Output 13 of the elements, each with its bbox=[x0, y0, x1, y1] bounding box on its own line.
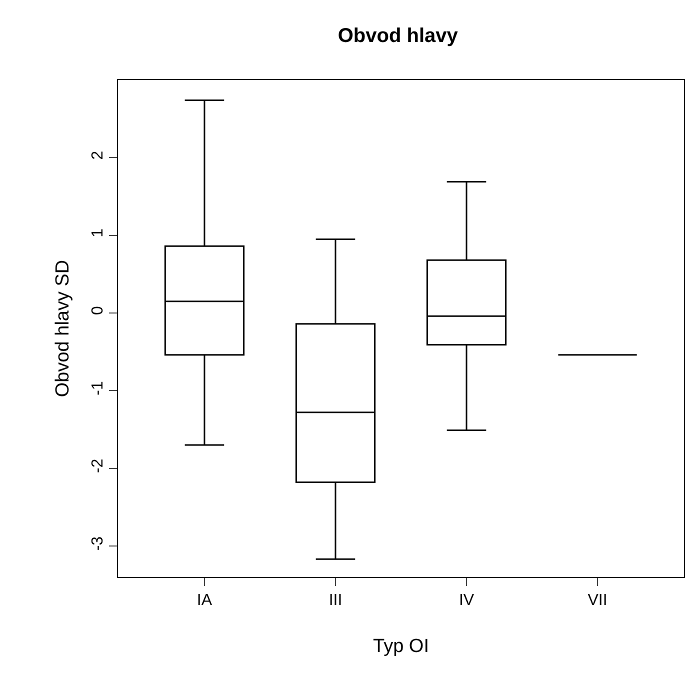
y-axis-title: Obvod hlavy SD bbox=[52, 260, 74, 398]
y-tick-label: -3 bbox=[90, 536, 107, 551]
y-tick-label: -2 bbox=[90, 458, 107, 473]
x-axis-title: Typ OI bbox=[373, 636, 429, 657]
x-tick-label: IV bbox=[458, 592, 474, 610]
x-tick-label: III bbox=[328, 592, 342, 610]
y-tick-label: 2 bbox=[90, 150, 107, 160]
x-tick-label: IA bbox=[196, 592, 212, 610]
y-tick-label: 0 bbox=[90, 306, 107, 316]
y-tick-label: 1 bbox=[90, 228, 107, 238]
x-tick-label: VII bbox=[588, 592, 608, 610]
chart-title: Obvod hlavy bbox=[338, 24, 459, 47]
y-tick-label: -1 bbox=[90, 381, 107, 396]
